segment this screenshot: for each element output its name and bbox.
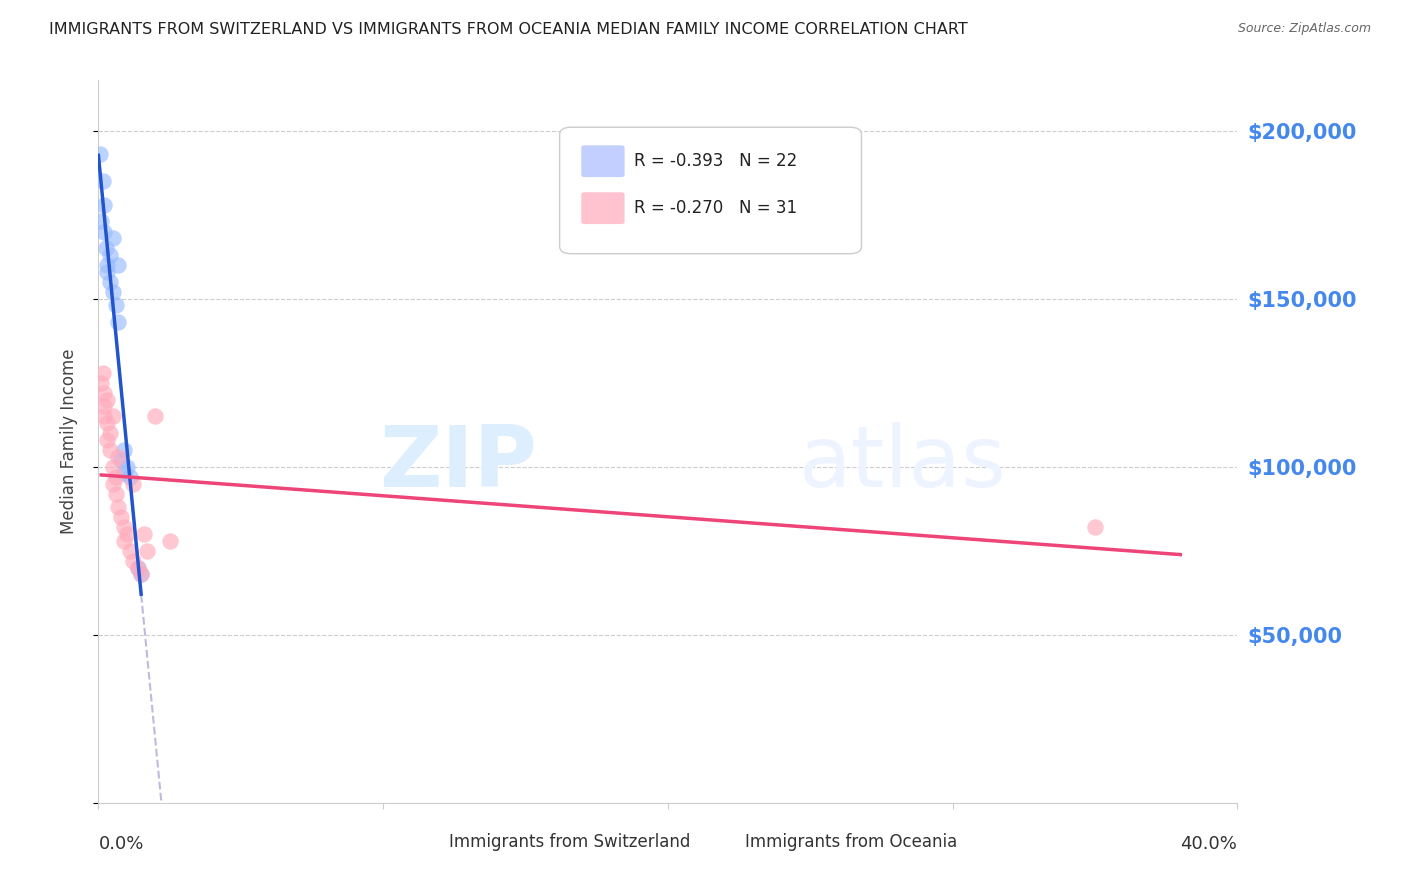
Point	[107, 315, 129, 329]
Point	[104, 486, 127, 500]
Point	[96, 392, 118, 407]
Point	[121, 476, 143, 491]
Point	[127, 560, 149, 574]
Text: Immigrants from Oceania: Immigrants from Oceania	[745, 833, 957, 851]
Point	[118, 470, 141, 484]
Text: Immigrants from Switzerland: Immigrants from Switzerland	[449, 833, 690, 851]
Point	[96, 433, 118, 447]
Text: ZIP: ZIP	[380, 422, 537, 505]
Point	[110, 453, 132, 467]
Point	[96, 416, 118, 430]
Point	[118, 543, 141, 558]
Point	[93, 409, 115, 424]
Point	[93, 197, 115, 211]
Point	[93, 225, 115, 239]
Text: R = -0.393   N = 22: R = -0.393 N = 22	[634, 153, 797, 170]
Point	[107, 450, 129, 464]
Y-axis label: Median Family Income: Median Family Income	[59, 349, 77, 534]
Point	[159, 533, 181, 548]
Point	[112, 520, 135, 534]
Point	[89, 147, 111, 161]
Point	[145, 409, 167, 424]
Point	[115, 459, 138, 474]
FancyBboxPatch shape	[560, 128, 862, 253]
FancyBboxPatch shape	[415, 832, 444, 851]
Text: Source: ZipAtlas.com: Source: ZipAtlas.com	[1237, 22, 1371, 36]
Point	[104, 298, 127, 312]
Point	[93, 385, 115, 400]
Point	[112, 467, 135, 481]
Text: IMMIGRANTS FROM SWITZERLAND VS IMMIGRANTS FROM OCEANIA MEDIAN FAMILY INCOME CORR: IMMIGRANTS FROM SWITZERLAND VS IMMIGRANT…	[49, 22, 967, 37]
Point	[91, 366, 114, 380]
FancyBboxPatch shape	[581, 193, 624, 224]
FancyBboxPatch shape	[581, 145, 624, 178]
Point	[91, 174, 114, 188]
Point	[98, 275, 121, 289]
Point	[121, 554, 143, 568]
Point	[96, 265, 118, 279]
Point	[98, 442, 121, 457]
Point	[107, 258, 129, 272]
Point	[129, 567, 152, 582]
Point	[101, 285, 124, 299]
Point	[129, 567, 152, 582]
Point	[93, 399, 115, 413]
Point	[115, 527, 138, 541]
Point	[94, 241, 117, 255]
Point	[101, 231, 124, 245]
Point	[104, 470, 127, 484]
Point	[135, 543, 157, 558]
FancyBboxPatch shape	[711, 832, 741, 851]
Point	[1084, 520, 1107, 534]
Point	[110, 510, 132, 524]
Point	[98, 426, 121, 441]
Point	[101, 459, 124, 474]
Point	[101, 476, 124, 491]
Point	[101, 409, 124, 424]
Point	[90, 376, 112, 390]
Point	[112, 442, 135, 457]
Point	[112, 533, 135, 548]
Point	[98, 248, 121, 262]
Text: 0.0%: 0.0%	[98, 835, 143, 854]
Point	[127, 560, 149, 574]
Point	[132, 527, 155, 541]
Point	[96, 258, 118, 272]
Text: 40.0%: 40.0%	[1181, 835, 1237, 854]
Text: atlas: atlas	[799, 422, 1007, 505]
Text: R = -0.270   N = 31: R = -0.270 N = 31	[634, 199, 797, 217]
Point	[90, 214, 112, 228]
Point	[107, 500, 129, 514]
